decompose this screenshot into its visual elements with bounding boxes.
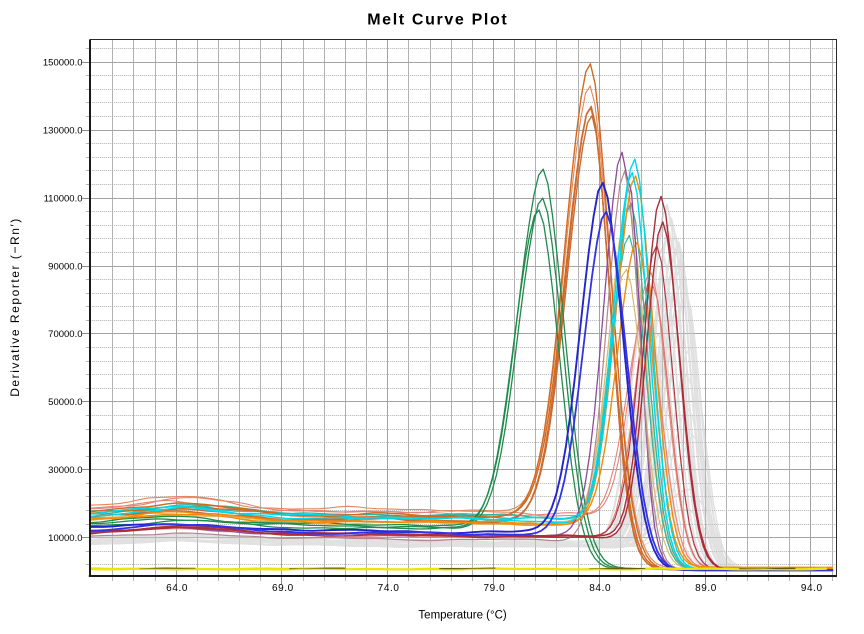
svg-text:89.0: 89.0 <box>695 583 717 594</box>
svg-text:79.0: 79.0 <box>483 583 505 594</box>
svg-text:10000.0: 10000.0 <box>48 533 82 544</box>
svg-text:84.0: 84.0 <box>589 583 611 594</box>
svg-text:150000.0: 150000.0 <box>43 58 83 69</box>
svg-text:Derivative Reporter (−Rn′): Derivative Reporter (−Rn′) <box>8 217 22 397</box>
svg-text:64.0: 64.0 <box>166 583 188 594</box>
svg-text:130000.0: 130000.0 <box>43 126 83 137</box>
svg-text:70000.0: 70000.0 <box>48 329 82 340</box>
svg-text:74.0: 74.0 <box>378 583 400 594</box>
svg-text:Temperature (°C): Temperature (°C) <box>418 610 506 622</box>
svg-text:94.0: 94.0 <box>801 583 823 594</box>
svg-text:50000.0: 50000.0 <box>48 397 82 408</box>
svg-text:Melt Curve Plot: Melt Curve Plot <box>367 12 508 29</box>
svg-text:110000.0: 110000.0 <box>44 193 83 204</box>
svg-text:69.0: 69.0 <box>272 583 294 594</box>
svg-text:90000.0: 90000.0 <box>48 261 82 272</box>
svg-text:30000.0: 30000.0 <box>48 465 82 476</box>
